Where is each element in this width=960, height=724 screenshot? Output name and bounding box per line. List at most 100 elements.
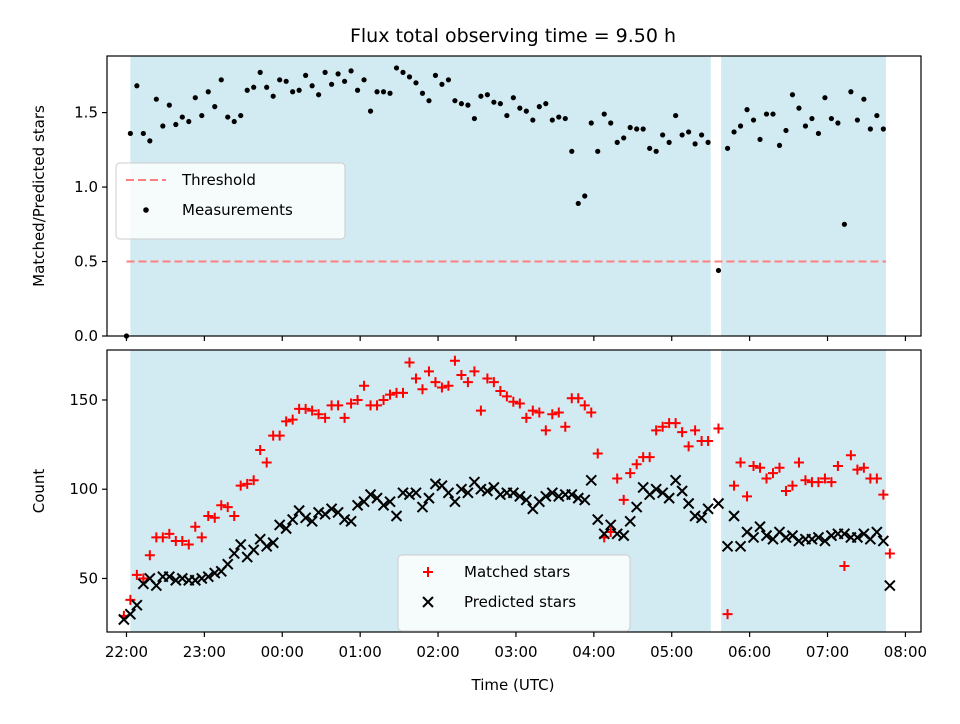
matched-point — [333, 400, 344, 411]
matched-point — [677, 427, 688, 438]
measurement-point — [153, 96, 159, 102]
y-axis-label: Matched/Predicted stars — [30, 105, 48, 287]
matched-point — [255, 444, 266, 455]
predicted-point — [572, 492, 584, 504]
measurement-point — [634, 126, 640, 132]
matched-point — [131, 569, 142, 580]
y-tick-label: 0.5 — [74, 253, 98, 271]
matched-point — [713, 423, 724, 434]
measurement-point — [367, 108, 374, 114]
matched-point — [430, 377, 441, 388]
measurement-point — [530, 117, 536, 123]
series-predicted-stars — [118, 474, 896, 626]
matched-point — [449, 355, 460, 366]
x-axis-label: Time (UTC) — [471, 676, 555, 694]
y-tick-label: 1.0 — [74, 178, 98, 196]
measurement-point — [238, 112, 244, 119]
measurement-point — [303, 72, 309, 78]
predicted-point — [299, 512, 312, 524]
predicted-point — [196, 572, 208, 585]
matched-point — [462, 377, 473, 388]
matched-point — [346, 398, 357, 409]
matched-point — [748, 461, 759, 472]
matched-point — [164, 528, 175, 539]
y-tick-label: 150 — [69, 391, 98, 409]
measurement-point — [867, 126, 873, 132]
matched-point — [592, 448, 603, 459]
measurement-point — [828, 115, 835, 122]
measurement-point — [770, 111, 776, 117]
chart-title: Flux total observing time = 9.50 h — [350, 25, 676, 47]
matched-point — [417, 384, 428, 395]
matched-point — [138, 573, 149, 584]
matched-point — [378, 394, 389, 405]
measurement-point — [679, 132, 685, 138]
measurement-point — [192, 95, 198, 101]
matched-point — [248, 475, 259, 486]
measurement-point — [322, 69, 328, 75]
predicted-point — [403, 488, 416, 501]
measurement-point — [439, 81, 445, 87]
predicted-point — [780, 531, 792, 544]
predicted-point — [507, 487, 520, 499]
predicted-point — [481, 485, 494, 497]
predicted-point — [546, 487, 559, 499]
axes-frame — [106, 349, 922, 633]
predicted-point — [520, 494, 533, 506]
measurement-point — [621, 135, 627, 141]
predicted-point — [449, 496, 461, 508]
matched-point — [534, 407, 545, 418]
panel-1: 0.0 0.5 1.0 1.5 Matched/Predicted stars Thres… — [30, 55, 922, 345]
predicted-point — [170, 574, 182, 586]
predicted-point — [669, 474, 682, 486]
matched-point — [190, 521, 201, 532]
predicted-point — [676, 485, 688, 497]
x-tick-label: 08:00 — [884, 643, 927, 661]
matched-point — [508, 396, 519, 407]
measurement-point — [491, 99, 497, 105]
matched-point — [501, 391, 512, 402]
matched-point — [281, 416, 292, 427]
matched-point — [436, 382, 447, 393]
measurement-point — [796, 105, 802, 111]
predicted-point — [131, 599, 143, 611]
matched-point — [274, 430, 285, 441]
measurement-point — [393, 65, 400, 71]
measurement-point — [822, 95, 828, 101]
measurement-point — [212, 104, 218, 110]
predicted-point — [189, 574, 201, 586]
measurement-point — [543, 101, 549, 107]
matched-point — [469, 366, 480, 377]
measurement-point — [698, 132, 705, 138]
matched-point — [404, 357, 415, 368]
matched-point — [729, 480, 740, 491]
measurement-point — [218, 77, 224, 83]
measurement-point — [523, 108, 529, 114]
predicted-point — [514, 490, 526, 503]
measurement-point — [666, 139, 672, 145]
measurement-point — [244, 87, 250, 93]
predicted-point — [442, 487, 455, 499]
matched-point — [514, 398, 525, 409]
measurement-point — [127, 130, 133, 137]
predicted-point — [617, 529, 630, 542]
measurement-point — [166, 102, 172, 108]
measurement-point — [789, 92, 796, 98]
measurement-point — [731, 129, 737, 135]
predicted-point — [345, 515, 357, 528]
predicted-point — [267, 537, 279, 549]
matched-point — [209, 512, 220, 523]
predicted-point — [306, 515, 318, 528]
measurement-point — [400, 69, 406, 75]
measurement-point — [692, 141, 698, 147]
measurement-point — [562, 115, 568, 122]
measurement-point — [445, 77, 452, 83]
measurement-point — [653, 148, 659, 154]
predicted-point — [689, 510, 701, 522]
measurement-point — [783, 127, 789, 134]
measurement-point — [380, 89, 387, 95]
matched-point — [423, 366, 434, 377]
matched-point — [313, 409, 324, 420]
matched-point — [787, 480, 798, 491]
